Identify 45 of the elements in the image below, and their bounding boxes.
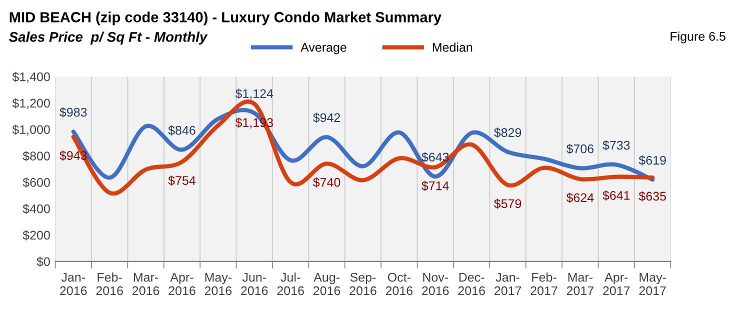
data-label: $635 [638,191,666,202]
y-tick-label: $600 [22,177,50,188]
data-label: $733 [602,140,630,150]
x-tick-label: Mar- 2017 [566,272,594,296]
y-tick-label: $200 [22,230,50,240]
x-tick-label: Sep- 2016 [350,272,376,296]
y-tick-label: $1,400 [12,72,50,83]
x-tick-label: Oct- 2016 [386,272,413,296]
data-label: $579 [494,198,522,209]
data-label: $624 [566,192,594,203]
x-tick-label: Jan- 2016 [60,272,87,296]
y-tick-label: $1,000 [12,124,50,136]
x-tick-label: Apr- 2016 [168,272,196,296]
x-tick-label: Aug- 2016 [314,272,340,296]
x-tick-label: Nov- 2016 [422,272,449,296]
x-tick-label: Jun- 2016 [241,272,268,296]
y-tick-label: $400 [22,204,50,214]
x-tick-label: May- 2017 [639,272,666,296]
data-label: $829 [494,128,522,138]
data-label: $983 [60,107,87,118]
x-tick-label: Mar- 2016 [132,272,160,296]
x-tick-label: Jan- 2017 [494,272,522,296]
data-label: $942 [313,112,340,123]
data-label: $846 [168,125,196,136]
data-label: $714 [422,180,449,191]
chart-title: MID BEACH (zip code 33140) - Luxury Condo Market Summary [10,12,442,26]
x-tick-label: May- 2016 [204,272,232,296]
data-label: $641 [602,190,630,201]
data-label: $619 [638,155,666,166]
legend-label: Average [300,43,346,54]
x-tick-label: Dec- 2016 [458,272,485,296]
x-tick-label: Apr- 2017 [603,272,630,296]
data-label: $754 [168,176,196,186]
y-tick-label: $0 [36,256,50,267]
data-label: $1,124 [235,88,274,100]
data-label: $706 [566,144,594,154]
x-tick-label: Feb- 2017 [530,272,558,296]
chart-subtitle: Sales Price p/ Sq Ft - Monthly [9,32,208,45]
x-tick-label: Feb- 2016 [96,272,123,296]
data-label: $740 [313,177,340,188]
caption: Figure 6.5 [670,32,726,44]
x-tick-label: Jul- 2016 [277,272,304,296]
y-tick-label: $800 [22,151,50,162]
y-tick-label: $1,200 [12,98,50,110]
legend-label: Median [432,42,472,52]
